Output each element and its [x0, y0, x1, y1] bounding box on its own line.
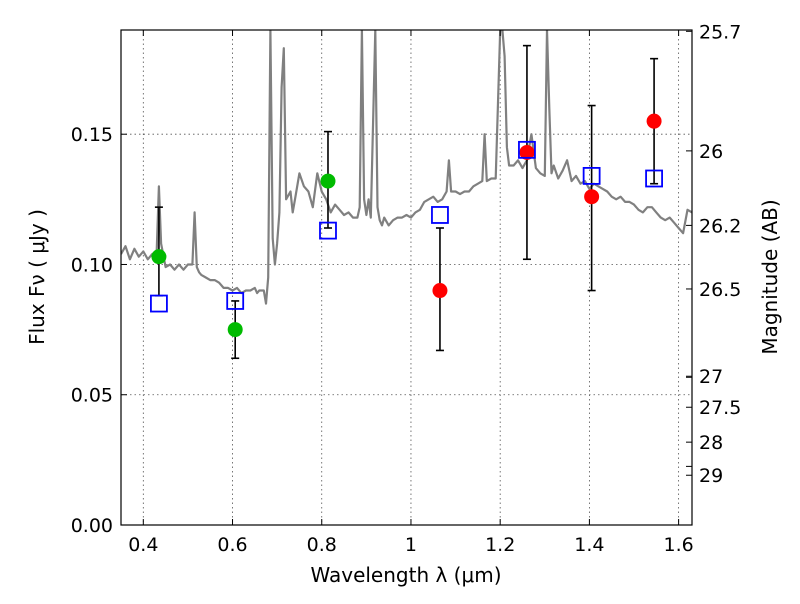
right-tick-label: 27.5: [699, 397, 741, 419]
right-tick-label: 26: [699, 141, 723, 163]
right-tick-label: 27: [699, 366, 723, 388]
photometry-point: [519, 144, 535, 160]
x-tick-label: 1.2: [485, 534, 515, 556]
photometry-point: [227, 322, 243, 338]
axis-ticks: 0.4 0.6 0.8 1 1.2 1.4 1.6 0.00 0.05 0.10 0.15 29 28 2…: [71, 21, 742, 556]
y-tick-label: 0.10: [71, 254, 113, 276]
x-tick-label: 1.6: [664, 534, 694, 556]
right-tick-label: 28: [699, 432, 723, 454]
photometry-point: [151, 249, 167, 265]
model-photometry-square: [518, 140, 536, 159]
model-photometry-square: [645, 169, 663, 188]
y-axis-title: Flux Fν ( μJy ): [25, 209, 49, 345]
x-tick-label: 0.8: [307, 534, 337, 556]
photometry-point: [584, 189, 600, 205]
right-tick-label: 29: [699, 465, 723, 487]
model-photometry-square: [150, 294, 168, 313]
model-photometry-square: [582, 166, 601, 185]
y-tick-label: 0.05: [71, 385, 113, 407]
right-tick-label: 25.7: [699, 21, 741, 43]
model-photometry-square: [226, 292, 245, 310]
error-bars: [154, 44, 659, 360]
photometry-point: [320, 173, 336, 189]
y-tick-label: 0.00: [71, 515, 113, 537]
y-right-axis-title: Magnitude (AB): [758, 199, 782, 354]
x-tick-label: 0.6: [217, 534, 247, 556]
model-spectrum: [121, 30, 692, 305]
x-axis-title: Wavelength λ (μm): [310, 563, 501, 587]
y-tick-label: 0.15: [71, 124, 113, 146]
right-tick-label: 26.5: [699, 279, 741, 301]
x-tick-label: 1: [405, 534, 417, 556]
photometry-point: [432, 283, 448, 299]
data-markers: [150, 113, 663, 338]
model-photometry-square: [431, 206, 449, 224]
plot-frame: [120, 29, 693, 526]
right-tick-label: 26.2: [699, 215, 741, 237]
model-spectrum-line: [121, 30, 692, 305]
grid: [121, 30, 692, 525]
x-tick-label: 0.4: [128, 534, 158, 556]
x-tick-label: 1.4: [574, 534, 604, 556]
photometry-point: [646, 113, 662, 129]
model-photometry-square: [319, 221, 337, 240]
